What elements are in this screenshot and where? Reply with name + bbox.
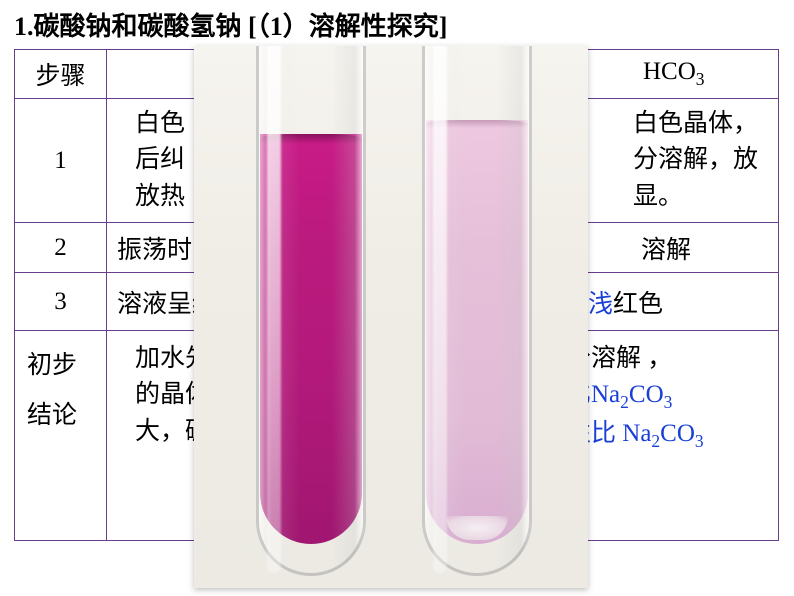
test-tube-photo bbox=[194, 46, 588, 588]
title-paren: （1） bbox=[257, 12, 309, 41]
step-number: 3 bbox=[15, 273, 107, 331]
test-tube-right bbox=[422, 46, 532, 586]
test-tube-left bbox=[256, 46, 366, 586]
step-number: 2 bbox=[15, 223, 107, 273]
page-title: 1.碳酸钠和碳酸氢钠 [（1）溶解性探究] bbox=[0, 0, 794, 49]
title-main: 碳酸钠和碳酸氢钠 bbox=[34, 12, 242, 41]
glass-highlight-icon bbox=[267, 46, 281, 573]
header-step: 步骤 bbox=[15, 50, 107, 99]
glass-highlight-icon bbox=[433, 46, 447, 573]
step-conclusion: 初步 结论 bbox=[15, 331, 107, 541]
title-topic: 溶解性探究 bbox=[309, 12, 439, 41]
tube-glass-left bbox=[256, 46, 366, 576]
step-number: 1 bbox=[15, 99, 107, 223]
title-prefix: 1. bbox=[14, 12, 34, 41]
title-bracket-close: ] bbox=[439, 12, 448, 41]
title-bracket-open: [ bbox=[242, 12, 257, 41]
tube-glass-right bbox=[422, 46, 532, 576]
